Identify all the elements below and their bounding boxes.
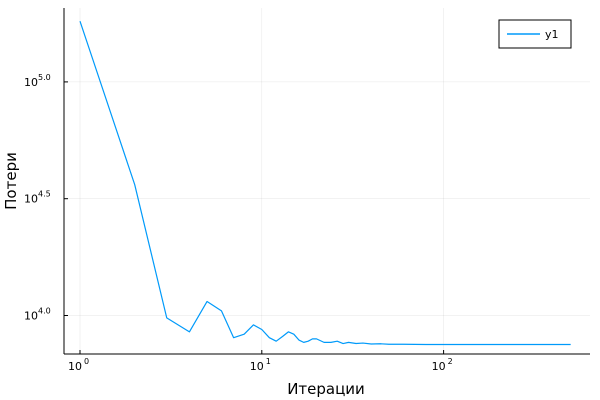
axes [63, 8, 590, 355]
x-tick-label-exponent: 1 [266, 357, 271, 366]
x-tick-label: 10 [250, 360, 264, 373]
x-tick-label-exponent: 2 [448, 357, 453, 366]
series-line-y1 [79, 20, 571, 346]
y-tick-label-exponent: 5.0 [38, 73, 51, 82]
y-tick-label-exponent: 4.0 [38, 307, 51, 316]
y-tick-label: 10 [24, 310, 38, 323]
ticks: 10 0 10 1 10 210 5.010 4.510 4.0 [24, 73, 453, 373]
y-axis-title: Потери [2, 152, 20, 210]
y-tick-label-exponent: 4.5 [38, 190, 51, 199]
x-tick-label: 10 [432, 360, 446, 373]
series [79, 20, 571, 346]
legend: y1 [498, 19, 572, 49]
y-tick-label: 10 [24, 193, 38, 206]
grid [64, 8, 590, 354]
y-tick-label: 10 [24, 76, 38, 89]
x-tick-label-exponent: 0 [84, 357, 89, 366]
x-axis-title: Итерации [287, 380, 365, 398]
legend-label-y1: y1 [545, 28, 559, 41]
x-tick-label: 10 [68, 360, 82, 373]
